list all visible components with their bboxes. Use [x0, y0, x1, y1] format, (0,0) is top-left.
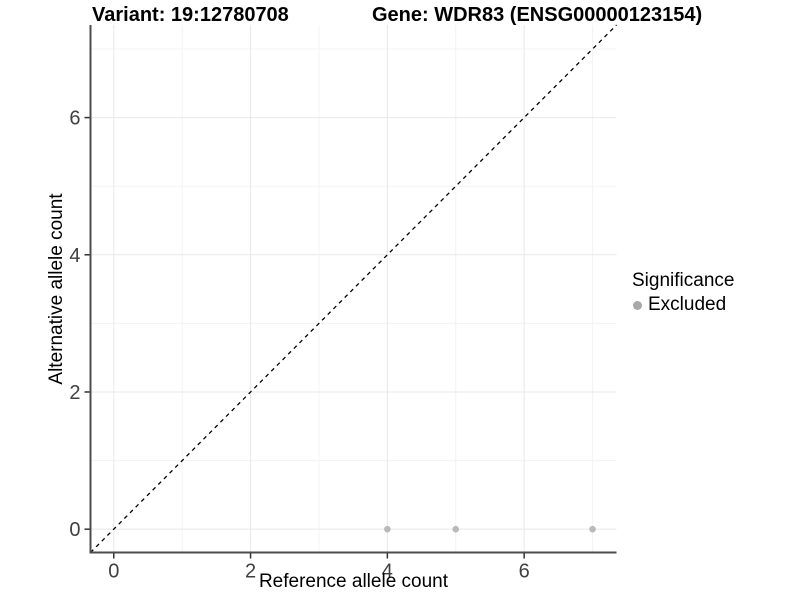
plot-title-gene: Gene: WDR83 (ENSG00000123154) — [372, 4, 703, 26]
y-tick-label: 0 — [69, 519, 80, 541]
y-axis-title: Alternative allele count — [46, 193, 67, 385]
circle-marker-icon — [633, 300, 642, 310]
legend: Significance Excluded — [632, 270, 734, 316]
y-tick-label: 2 — [69, 382, 80, 404]
legend-item-label: Excluded — [648, 294, 727, 315]
x-axis-title: Reference allele count — [258, 571, 449, 592]
data-point — [452, 525, 460, 533]
plot-title-variant: Variant: 19:12780708 — [92, 4, 289, 26]
legend-title: Significance — [632, 270, 735, 291]
y-tick-label: 6 — [69, 108, 80, 130]
data-point — [384, 525, 391, 533]
x-tick-label: 0 — [108, 561, 119, 583]
legend-item-excluded: Excluded — [632, 294, 734, 316]
x-tick-label: 6 — [519, 561, 530, 583]
y-tick-label: 4 — [69, 245, 80, 267]
x-tick-label: 4 — [382, 561, 393, 583]
data-point — [589, 525, 596, 533]
identity-line — [90, 24, 617, 553]
x-tick-label: 2 — [245, 561, 256, 583]
